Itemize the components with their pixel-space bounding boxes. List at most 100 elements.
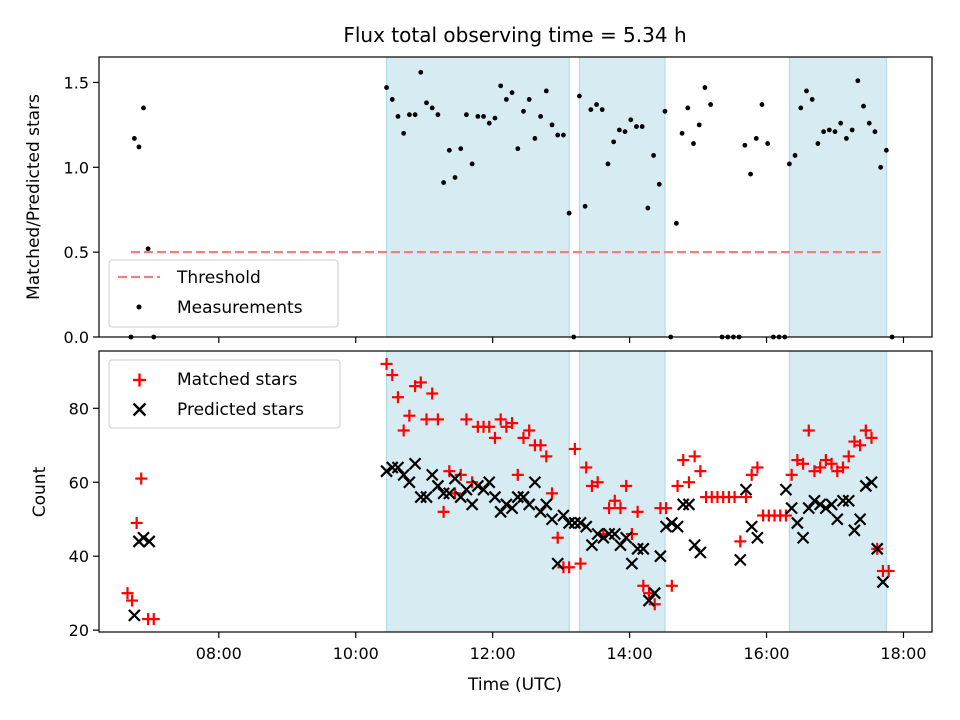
shaded-interval [578, 350, 666, 633]
matched-star-point [842, 450, 855, 463]
measurement-point [418, 69, 424, 75]
measurement-point [503, 97, 509, 102]
x-tick-label: 10:00 [333, 644, 379, 663]
measurement-point [645, 205, 651, 211]
measurement-point [691, 141, 696, 146]
measurement-point [561, 132, 566, 138]
predicted-star-point [739, 483, 753, 496]
matched-star-point [420, 413, 433, 426]
measurement-point [611, 139, 617, 145]
measurement-point [634, 124, 639, 129]
matched-star-point [631, 505, 644, 518]
predicted-star-point [425, 468, 439, 482]
matched-star-point [660, 502, 673, 515]
bottom-legend: Matched stars Predicted stars [108, 359, 341, 429]
matched-star-point [603, 502, 616, 515]
measurement-point [798, 105, 804, 111]
matched-star-point [506, 417, 519, 430]
top-x-axis-ticks [218, 337, 905, 343]
y-tick-label: 0.5 [64, 243, 89, 262]
measurement-point [792, 153, 798, 158]
predicted-star-point [853, 512, 867, 526]
predicted-star-point [751, 531, 764, 544]
measurement-point [136, 144, 142, 150]
predicted-star-point [614, 538, 627, 552]
predicted-star-point [579, 520, 593, 533]
measurement-point [861, 103, 866, 109]
matched-star-point [882, 564, 895, 577]
measurement-point [599, 107, 605, 113]
measurement-point [384, 85, 389, 90]
measurement-point [759, 102, 765, 107]
measurement-point [509, 90, 515, 96]
measurement-point [566, 210, 572, 216]
shaded-interval [788, 56, 887, 338]
measurement-point [628, 117, 634, 123]
predicted-star-point [137, 531, 150, 544]
measurement-point [685, 105, 691, 111]
matched-star-point [126, 594, 139, 607]
matched-star-point [865, 431, 878, 444]
measurement-point [815, 141, 821, 146]
predicted-star-point [142, 535, 156, 548]
measurement-point [821, 129, 826, 135]
measurement-point [492, 115, 498, 121]
shaded-interval [788, 350, 887, 633]
matched-star-point [454, 468, 467, 481]
measurement-point [765, 141, 771, 146]
matched-star-point [437, 505, 450, 518]
predicted-star-point [540, 498, 553, 511]
matched-star-point [391, 391, 404, 404]
matched-star-point [403, 409, 416, 422]
predicted-star-point [631, 542, 644, 556]
matched-legend-label: Matched stars [177, 370, 297, 390]
predicted-star-point [848, 524, 861, 537]
measurement-point [435, 112, 441, 118]
measurement-point [809, 97, 815, 102]
measurement-point [826, 127, 832, 133]
matched-star-point [130, 516, 143, 529]
predicted-star-point [545, 512, 559, 526]
measurement-point [832, 129, 838, 135]
predicted-star-point [380, 464, 393, 478]
measurement-point [131, 136, 137, 141]
predicted-star-point [676, 498, 690, 511]
measurement-point [804, 88, 809, 94]
measurement-point [651, 153, 656, 158]
predicted-star-point [568, 516, 582, 530]
measurement-point [543, 88, 549, 94]
predicted-star-point [431, 479, 445, 493]
x-tick-label: 18:00 [880, 644, 926, 663]
predicted-star-point [591, 527, 604, 541]
predicted-star-point [671, 520, 684, 533]
predicted-star-point [528, 475, 542, 489]
matched-star-point [625, 528, 638, 541]
matched-star-point [121, 587, 134, 600]
matched-star-point [494, 413, 507, 426]
predicted-star-point [454, 490, 468, 504]
y-tick-label: 0.0 [64, 328, 89, 347]
predicted-star-point [796, 531, 810, 544]
matched-legend-swatch [133, 373, 146, 387]
measurement-point [412, 112, 418, 118]
predicted-star-point [391, 461, 405, 474]
measurement-point [141, 105, 146, 111]
measurement-point [883, 147, 889, 153]
predicted-star-point [471, 479, 485, 493]
y-tick-label: 60 [69, 473, 89, 492]
matched-star-point [648, 598, 661, 611]
y-tick-label: 80 [69, 399, 89, 418]
predicted-legend-swatch [132, 402, 147, 417]
measurement-point [605, 161, 611, 167]
chart-title: Flux total observing time = 5.34 h [343, 23, 686, 47]
x-tick-label: 16:00 [743, 644, 789, 663]
predicted-star-point [385, 461, 399, 474]
predicted-star-point [785, 501, 798, 515]
matched-star-point [574, 557, 587, 570]
predicted-star-point [494, 505, 507, 519]
predicted-star-point [859, 479, 873, 493]
measurement-point [452, 175, 458, 180]
measurement-point [446, 147, 452, 153]
matched-star-point [488, 431, 501, 444]
matched-star-point [568, 442, 581, 455]
